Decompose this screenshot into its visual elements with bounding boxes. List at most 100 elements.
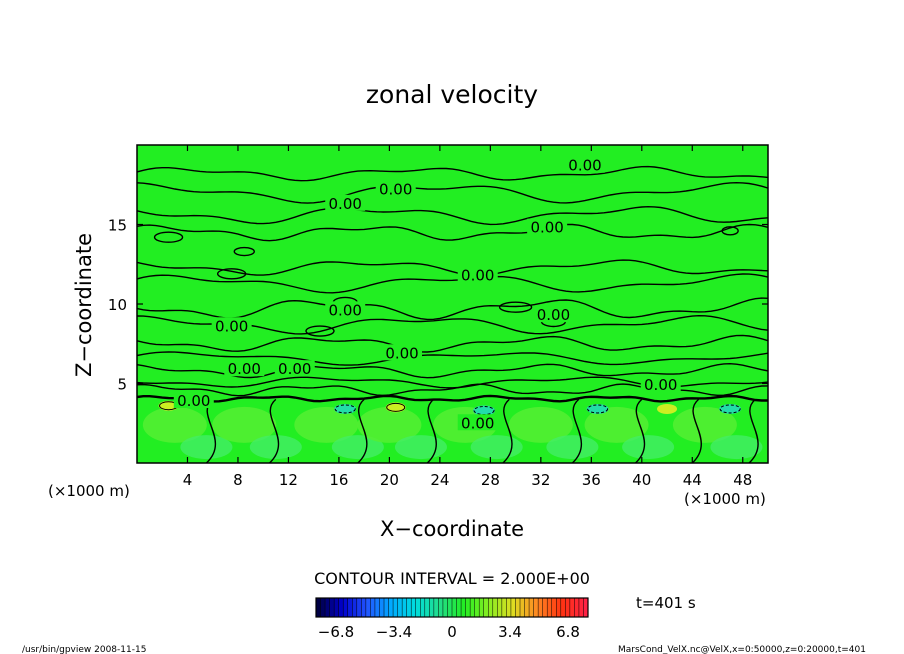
x-axis-ticks: 4 8 12 16 20 24 28 32 36 40 44 48 — [183, 145, 752, 489]
contour-line — [137, 273, 768, 294]
contour-label-bg — [565, 156, 606, 173]
contour-cell-wall — [571, 398, 583, 463]
positive-contour — [386, 402, 406, 412]
colorbar-cell — [510, 598, 516, 617]
colorbar-cell — [384, 598, 389, 617]
contour-line — [137, 205, 768, 226]
colorbar-cell — [506, 598, 512, 617]
x-tick-label: 28 — [481, 471, 500, 489]
x-tick-label: 48 — [733, 471, 752, 489]
x-tick-label: 4 — [183, 471, 193, 489]
colorbar-cell — [424, 598, 430, 617]
contour-label-bg — [375, 180, 416, 197]
colorbar-cell — [479, 598, 485, 617]
contour-label: 0.00 — [228, 360, 261, 378]
contour-label-bg — [173, 391, 214, 408]
x-axis-label: X−coordinate — [380, 517, 524, 541]
contour-line — [137, 223, 768, 242]
field-cell-lower — [180, 435, 233, 460]
x-tick-label: 24 — [430, 471, 449, 489]
colorbar-cell — [520, 598, 525, 617]
colorbar-tick-label: −3.4 — [376, 623, 412, 641]
colorbar-cell — [492, 598, 498, 617]
colorbar-cell — [447, 598, 453, 617]
y-tick-label: 5 — [117, 376, 127, 394]
colorbar-cell — [533, 598, 539, 617]
colorbar-cell — [329, 598, 335, 617]
colorbar-cell — [488, 598, 494, 617]
colorbar-cell — [542, 598, 548, 617]
colorbar-cell — [370, 598, 376, 617]
contour-label-bg — [640, 376, 681, 393]
contour-label: 0.00 — [177, 392, 210, 410]
colorbar-cell — [343, 598, 349, 617]
contour-label: 0.00 — [278, 360, 311, 378]
x-tick-label: 44 — [683, 471, 702, 489]
colorbar-cell — [560, 598, 566, 617]
negative-contour — [334, 404, 356, 414]
colorbar-cell — [338, 598, 344, 617]
field-cell-lower — [249, 435, 302, 460]
contour-label: 0.00 — [537, 306, 570, 324]
contour-line — [137, 181, 768, 204]
colorbar-cell — [569, 598, 575, 617]
contour-label-bg — [325, 301, 366, 318]
field-cell-lower — [622, 435, 675, 460]
velocity-field — [142, 400, 763, 460]
contour-line — [137, 334, 768, 353]
negative-core — [334, 403, 357, 414]
contour-label-bg — [457, 414, 498, 431]
contour-line — [137, 165, 768, 182]
colorbar-cell — [379, 598, 385, 617]
contour-eddy — [153, 231, 184, 243]
colorbar-cell — [442, 598, 448, 617]
contour-line-boundary — [137, 394, 768, 403]
colorbar-cell — [456, 598, 462, 617]
contour-line — [137, 362, 768, 379]
y-axis-ticks: 5 10 15 — [108, 217, 768, 394]
colorbar-tick-label: 6.8 — [556, 623, 580, 641]
colorbar-tick-label: 0 — [447, 623, 457, 641]
colorbar-cell — [438, 598, 444, 617]
colorbar-cell — [433, 598, 439, 617]
field-cell-lower — [394, 435, 447, 460]
contour-label-bg — [382, 344, 423, 361]
colorbar-cell — [461, 598, 466, 617]
positive-core — [158, 400, 179, 411]
contour-eddy — [721, 226, 739, 236]
field-cell — [584, 406, 649, 443]
contour-cell-wall — [691, 398, 702, 463]
contour-interval-label: CONTOUR INTERVAL = 2.000E+00 — [314, 569, 590, 588]
contour-label: 0.00 — [568, 157, 601, 175]
y-tick-label: 15 — [108, 217, 127, 235]
colorbar-cell — [365, 598, 371, 617]
colorbar-cell — [429, 598, 435, 617]
contour-label: 0.00 — [379, 181, 412, 199]
colorbar-cell — [556, 598, 562, 617]
colorbar-cell — [474, 598, 480, 617]
contour-cell-wall — [357, 398, 368, 463]
footer-left: /usr/bin/gpview 2008-11-15 — [22, 645, 146, 654]
negative-core — [473, 405, 496, 416]
colorbar-cell — [452, 598, 457, 617]
colorbar-cell — [325, 598, 330, 617]
field-cell — [672, 406, 737, 443]
colorbar-cell — [497, 598, 503, 617]
chart-title: zonal velocity — [366, 80, 538, 109]
x-tick-label: 36 — [582, 471, 601, 489]
colorbar-cell — [411, 598, 417, 617]
contour-eddy — [233, 246, 255, 257]
field-cell — [212, 406, 277, 443]
contour-label: 0.00 — [530, 219, 563, 237]
x-tick-label: 40 — [632, 471, 651, 489]
x-tick-label: 8 — [233, 471, 243, 489]
x-tick-label: 16 — [329, 471, 348, 489]
colorbar-cell — [352, 598, 358, 617]
colorbar-cell — [347, 598, 353, 617]
colorbar-cell — [470, 598, 475, 617]
colorbar-cell — [547, 598, 553, 617]
colorbar-cell — [574, 598, 580, 617]
x-tick-label: 20 — [380, 471, 399, 489]
plot-area: 0.00 0.00 0.00 0.00 0.00 0.00 0.00 0.00 0.00 0.00… — [136, 144, 769, 464]
y-tick-label: 10 — [108, 296, 127, 314]
